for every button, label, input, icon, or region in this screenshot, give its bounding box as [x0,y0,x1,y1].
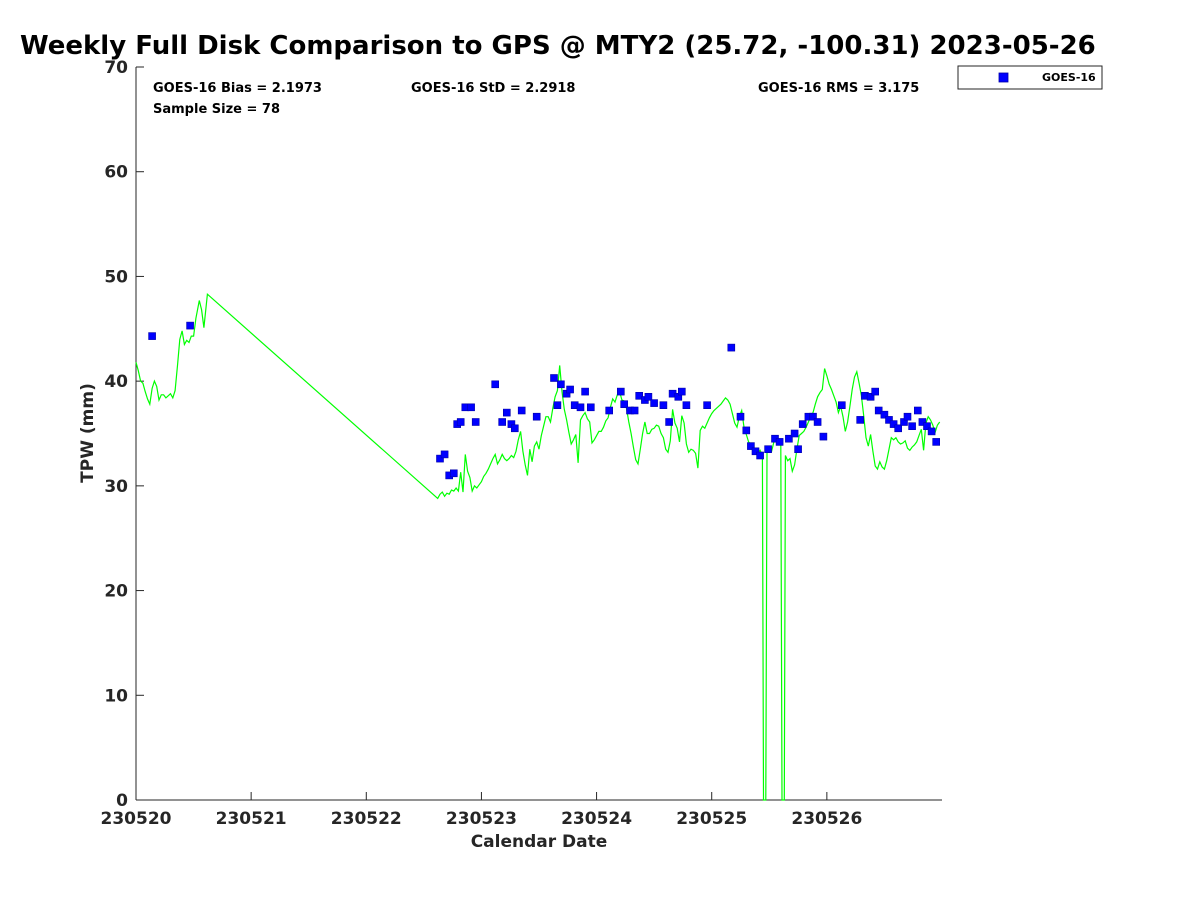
x-tick-label: 230520 [101,809,172,829]
scatter-point [436,454,444,463]
scatter-point [918,418,927,426]
y-ticks: 0 10 20 30 40 50 60 70 [104,58,144,811]
scatter-point [467,403,475,412]
scatter-point [440,450,449,459]
scatter-point [620,400,629,409]
legend-box [957,65,1103,90]
scatter-point [856,416,865,424]
scatter-point [566,385,574,394]
x-tick-label: 230526 [791,809,862,829]
scatter-point [532,412,541,421]
scatter-point [635,391,644,400]
x-ticks: 230520 230521 230522 230523 230524 230525 2305… [101,792,862,829]
scatter-point [874,406,883,415]
plot-area: 230520 230521 230522 230523 230524 230525 2305… [101,58,942,829]
scatter-point [186,321,194,330]
scatter-point [557,380,565,389]
plot-background [136,67,942,800]
scatter-point [764,445,772,454]
x-tick-label: 230522 [331,809,402,829]
scatter-point [677,387,686,396]
scatter-point [747,442,755,450]
scatter-point [813,418,822,426]
scatter-point [798,420,807,428]
scatter-point [517,406,526,415]
std-stat: GOES-16 StD = 2.2918 [411,81,575,96]
scatter-point [616,387,625,396]
scatter-point [659,401,668,410]
scatter-point [449,469,458,478]
scatter-point [809,412,817,421]
scatter-point [553,401,562,410]
legend-marker [998,72,1009,83]
scatter-point [837,401,846,410]
x-tick-label: 230523 [446,809,517,829]
scatter-point [819,432,828,441]
x-tick-label: 230525 [676,809,747,829]
scatter-point [550,374,558,382]
scatter-point [790,429,799,438]
scatter-point [885,416,893,424]
scatter-point [510,424,519,433]
scatter-point [456,418,465,426]
scatter-point [932,438,941,446]
scatter-point [751,447,760,456]
scatter-point [148,332,156,340]
scatter-point [605,406,614,415]
scatter-point [650,399,658,407]
scatter-point [581,387,589,396]
scatter-point [927,427,936,436]
scatter-point [775,438,784,446]
scatter-point [471,418,480,426]
y-tick-label: 20 [104,582,128,602]
legend-label: GOES-16 [1042,71,1096,84]
rms-stat: GOES-16 RMS = 3.175 [758,81,919,96]
scatter-point [908,422,916,431]
y-axis-title: TPW (mm) [78,383,98,483]
scatter-point [682,401,691,410]
scatter-point [491,380,500,389]
scatter-point [703,401,711,410]
scatter-point [894,424,903,433]
scatter-point [903,412,912,421]
scatter-point [498,418,507,426]
scatter-point [889,420,898,428]
scatter-point [630,406,639,415]
scatter-point [665,418,673,426]
legend: GOES-16 [957,65,1103,90]
y-tick-label: 50 [104,267,128,287]
scatter-point [576,403,585,412]
scatter-point [785,434,793,443]
scatter-point [736,412,745,421]
scatter-point [727,343,736,352]
scatter-point [742,426,751,435]
scatter-point [871,387,880,396]
series-line [135,292,941,801]
scatter-point [913,406,922,415]
bias-stat: GOES-16 Bias = 2.1973 [153,81,322,96]
y-tick-label: 10 [104,686,128,706]
scatter-point [586,403,595,412]
y-tick-label: 0 [116,791,128,811]
scatter-points [148,321,941,480]
scatter-point [502,408,511,417]
scatter-point [866,392,875,401]
x-tick-label: 230524 [561,809,632,829]
chart-title: Weekly Full Disk Comparison to GPS @ MTY… [20,31,1096,61]
scatter-point [756,451,764,460]
y-tick-label: 60 [104,163,128,183]
sample-size-stat: Sample Size = 78 [153,102,280,117]
x-tick-label: 230521 [216,809,287,829]
scatter-point [644,392,653,401]
scatter-point [794,445,802,454]
scatter-point [880,410,889,419]
scatter-point [923,422,931,431]
y-tick-label: 70 [104,58,128,78]
y-tick-label: 30 [104,477,128,497]
y-tick-label: 40 [104,372,128,392]
x-axis-title: Calendar Date [471,832,608,852]
